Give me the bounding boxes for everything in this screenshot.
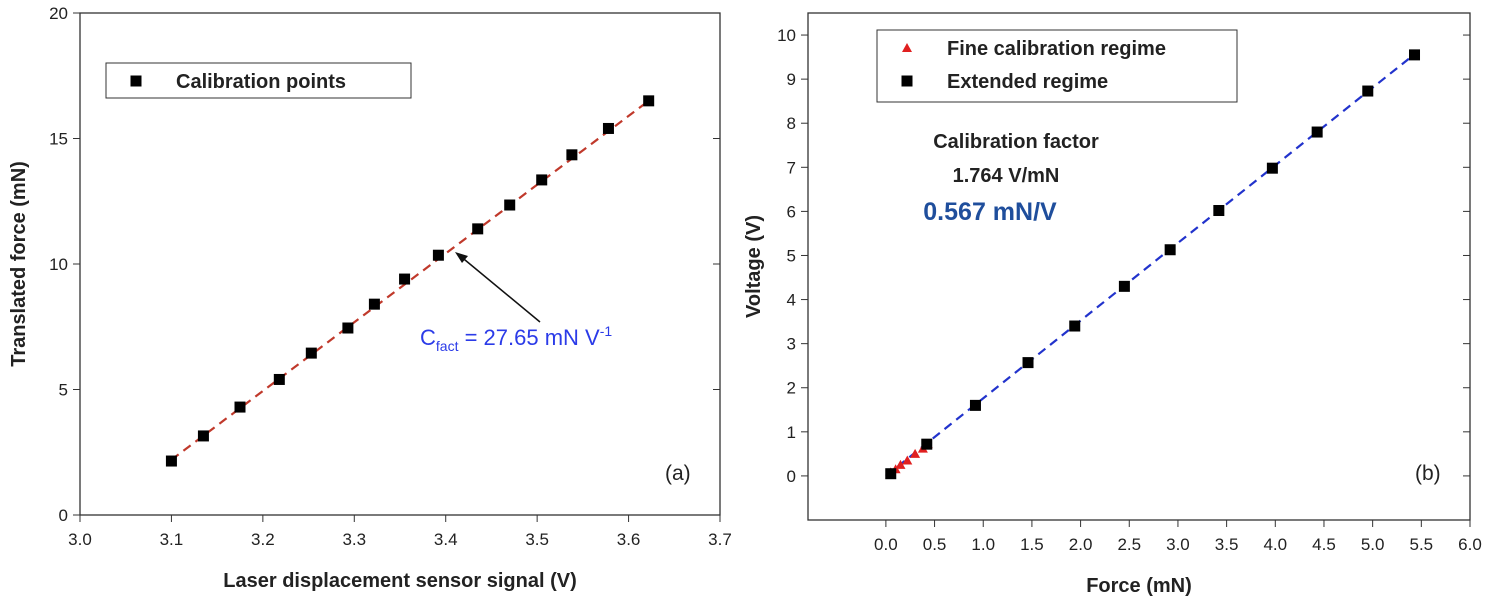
y-tick-label: 2 (787, 379, 796, 398)
x-tick-label: 3.6 (617, 530, 641, 549)
annotation-superscript: -1 (600, 323, 613, 339)
x-tick-label: 1.0 (971, 535, 995, 554)
y-tick-label: 7 (787, 158, 796, 177)
x-tick-label: 2.5 (1117, 535, 1141, 554)
x-tick-label: 3.0 (68, 530, 92, 549)
data-point (885, 468, 897, 480)
data-point (305, 347, 317, 359)
y-axis-label: Translated force (mN) (8, 161, 30, 367)
panel-label: (b) (1415, 462, 1441, 485)
data-point (602, 122, 614, 134)
data-point (1362, 85, 1374, 97)
legend-label: Fine calibration regime (947, 38, 1166, 60)
data-point (1118, 280, 1130, 292)
x-tick-label: 2.0 (1069, 535, 1093, 554)
data-point (895, 459, 906, 469)
data-point (368, 298, 380, 310)
data-point (432, 249, 444, 261)
data-point (1164, 244, 1176, 256)
data-point (472, 223, 484, 235)
y-tick-label: 1 (787, 423, 796, 442)
x-tick-label: 3.2 (251, 530, 275, 549)
data-point (197, 430, 209, 442)
x-tick-label: 1.5 (1020, 535, 1044, 554)
data-point (1213, 205, 1225, 217)
x-tick-label: 6.0 (1458, 535, 1482, 554)
data-point (902, 455, 913, 465)
data-point (504, 199, 516, 211)
x-tick-label: 3.0 (1166, 535, 1190, 554)
y-axis-label: Voltage (V) (743, 215, 765, 318)
arrow-head (455, 252, 468, 263)
y-tick-label: 9 (787, 70, 796, 89)
x-tick-label: 3.5 (525, 530, 549, 549)
y-tick-label: 10 (49, 255, 68, 274)
panel-label: (a) (665, 462, 691, 485)
fit-line (885, 51, 1418, 477)
data-point (1409, 49, 1421, 61)
legend-marker (130, 75, 142, 87)
y-tick-label: 0 (59, 506, 68, 525)
legend-label: Calibration points (176, 71, 346, 93)
x-tick-label: 5.5 (1410, 535, 1434, 554)
x-tick-label: 3.4 (434, 530, 458, 549)
data-point (536, 174, 548, 186)
data-point (234, 401, 246, 413)
x-tick-label: 3.5 (1215, 535, 1239, 554)
y-tick-label: 10 (777, 26, 796, 45)
x-tick-label: 3.1 (160, 530, 184, 549)
data-point (342, 322, 354, 334)
y-tick-label: 15 (49, 130, 68, 149)
x-tick-label: 4.5 (1312, 535, 1336, 554)
legend-label: Extended regime (947, 71, 1108, 93)
data-point (910, 448, 921, 458)
data-point (1069, 320, 1081, 332)
annotation-text: C (420, 325, 436, 350)
data-point (1022, 357, 1034, 369)
data-point (1311, 126, 1323, 138)
data-point (399, 273, 411, 285)
x-axis-label: Laser displacement sensor signal (V) (223, 570, 576, 592)
x-tick-label: 3.3 (342, 530, 366, 549)
y-tick-label: 4 (787, 291, 796, 310)
x-axis-label: Force (mN) (1086, 575, 1192, 597)
legend-box (105, 62, 412, 99)
y-tick-label: 6 (787, 202, 796, 221)
annotation-rest: = 27.65 mN V (458, 325, 600, 350)
data-point (566, 149, 578, 161)
x-tick-label: 4.0 (1263, 535, 1287, 554)
note: 1.764 V/mN (953, 165, 1060, 187)
x-tick-label: 3.7 (708, 530, 732, 549)
note: Calibration factor (933, 131, 1099, 153)
data-point (921, 438, 933, 450)
x-tick-label: 5.0 (1361, 535, 1385, 554)
x-tick-label: 0.5 (923, 535, 947, 554)
plot-frame (807, 12, 1471, 521)
legend-box (876, 29, 1238, 103)
y-tick-label: 20 (49, 4, 68, 23)
y-tick-label: 8 (787, 114, 796, 133)
data-point (273, 373, 285, 385)
annotation-subscript: fact (436, 338, 459, 354)
data-point (643, 95, 655, 107)
note: 0.567 mN/V (923, 198, 1057, 226)
x-tick-label: 0.0 (874, 535, 898, 554)
y-tick-label: 3 (787, 335, 796, 354)
data-point (969, 399, 981, 411)
y-tick-label: 0 (787, 467, 796, 486)
y-tick-label: 5 (59, 381, 68, 400)
annotation-arrow (458, 254, 541, 323)
annotation: Cfact = 27.65 mN V-1 (420, 323, 612, 354)
data-point (165, 455, 177, 467)
legend-marker (901, 75, 913, 87)
fit-line (170, 99, 650, 461)
legend-marker (902, 43, 912, 52)
y-tick-label: 5 (787, 246, 796, 265)
data-point (1266, 162, 1278, 174)
